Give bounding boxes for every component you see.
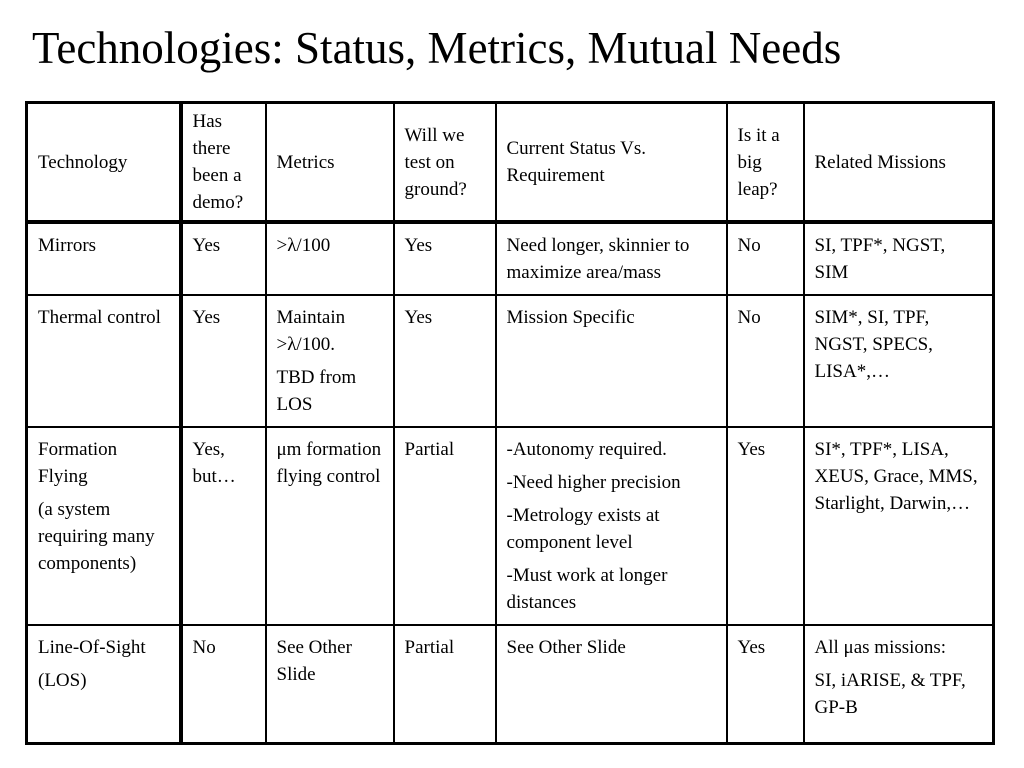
cell-ground-test: Partial — [392, 426, 497, 626]
header-demo: Has there been a demo? — [179, 101, 267, 224]
header-metrics: Metrics — [264, 101, 395, 224]
cell-demo: Yes, but… — [179, 426, 267, 626]
cell-text: Yes — [192, 235, 221, 256]
cell-text: Yes — [192, 307, 221, 328]
cell-technology: Formation Flying (a system requiring man… — [25, 426, 183, 626]
cell-text: TBD from LOS — [276, 367, 357, 415]
table-row: Mirrors Yes >λ/100 Yes Need longer, skin… — [25, 221, 995, 296]
cell-text: Thermal control — [38, 307, 161, 328]
cell-ground-test: Yes — [392, 221, 497, 296]
header-status: Current Status Vs. Requirement — [494, 101, 728, 224]
cell-big-leap: No — [725, 221, 805, 296]
cell-text: Need longer, skinnier to maximize area/m… — [506, 235, 690, 283]
cell-text: See Other Slide — [276, 637, 352, 685]
cell-demo: Yes — [179, 221, 267, 296]
cell-technology: Mirrors — [25, 221, 183, 296]
cell-text: -Autonomy required. — [506, 439, 667, 460]
cell-text: SI, TPF*, NGST, SIM — [814, 235, 946, 283]
cell-status: Need longer, skinnier to maximize area/m… — [494, 221, 728, 296]
cell-text: No — [737, 235, 761, 256]
cell-text: All μas missions: — [814, 637, 947, 658]
cell-text: Yes — [404, 307, 433, 328]
cell-metrics: See Other Slide — [264, 624, 395, 744]
cell-big-leap: Yes — [725, 624, 805, 744]
cell-text: Mirrors — [38, 235, 97, 256]
cell-text: Formation Flying — [38, 439, 118, 487]
cell-text: SI*, TPF*, LISA, XEUS, Grace, MMS, Starl… — [814, 439, 978, 514]
table-header-row: Technology Has there been a demo? Metric… — [25, 101, 995, 224]
cell-status: Mission Specific — [494, 294, 728, 428]
cell-ground-test: Yes — [392, 294, 497, 428]
cell-text: Mission Specific — [506, 307, 635, 328]
header-ground-test: Will we test on ground? — [392, 101, 497, 224]
cell-text: μm formation flying control — [276, 439, 382, 487]
cell-text: Yes — [737, 439, 766, 460]
cell-missions: All μas missions: SI, iARISE, & TPF, GP-… — [802, 624, 995, 744]
cell-text: (a system requiring many components) — [38, 499, 155, 574]
cell-metrics: Maintain >λ/100. TBD from LOS — [264, 294, 395, 428]
cell-big-leap: Yes — [725, 426, 805, 626]
header-big-leap: Is it a big leap? — [725, 101, 805, 224]
cell-ground-test: Partial — [392, 624, 497, 744]
cell-text: (LOS) — [38, 670, 87, 691]
cell-status: -Autonomy required. -Need higher precisi… — [494, 426, 728, 626]
cell-big-leap: No — [725, 294, 805, 428]
cell-demo: Yes — [179, 294, 267, 428]
cell-demo: No — [179, 624, 267, 744]
cell-text: Line-Of-Sight — [38, 637, 146, 658]
table-row: Formation Flying (a system requiring man… — [25, 426, 995, 626]
cell-text: >λ/100 — [276, 235, 331, 256]
cell-missions: SI*, TPF*, LISA, XEUS, Grace, MMS, Starl… — [802, 426, 995, 626]
cell-technology: Thermal control — [25, 294, 183, 428]
cell-text: -Must work at longer distances — [506, 565, 668, 613]
cell-text: Partial — [404, 439, 455, 460]
cell-text: Partial — [404, 637, 455, 658]
cell-text: Yes — [404, 235, 433, 256]
cell-text: See Other Slide — [506, 637, 626, 658]
cell-text: SIM*, SI, TPF, NGST, SPECS, LISA*,… — [814, 307, 933, 382]
cell-text: -Metrology exists at component level — [506, 505, 660, 553]
cell-text: Yes — [737, 637, 766, 658]
cell-metrics: μm formation flying control — [264, 426, 395, 626]
cell-text: -Need higher precision — [506, 472, 681, 493]
cell-missions: SI, TPF*, NGST, SIM — [802, 221, 995, 296]
table-row: Thermal control Yes Maintain >λ/100. TBD… — [25, 294, 995, 428]
cell-text: Yes, but… — [192, 439, 236, 487]
table-row: Line-Of-Sight (LOS) No See Other Slide P… — [25, 624, 995, 744]
cell-technology: Line-Of-Sight (LOS) — [25, 624, 183, 744]
cell-text: No — [737, 307, 761, 328]
cell-text: SI, iARISE, & TPF, GP-B — [814, 670, 966, 718]
slide-title: Technologies: Status, Metrics, Mutual Ne… — [32, 23, 842, 73]
header-technology: Technology — [25, 101, 183, 224]
cell-text: Maintain >λ/100. — [276, 307, 346, 355]
cell-status: See Other Slide — [494, 624, 728, 744]
cell-missions: SIM*, SI, TPF, NGST, SPECS, LISA*,… — [802, 294, 995, 428]
cell-metrics: >λ/100 — [264, 221, 395, 296]
header-missions: Related Missions — [802, 101, 995, 224]
cell-text: No — [192, 637, 216, 658]
technology-table: Technology Has there been a demo? Metric… — [25, 101, 995, 745]
